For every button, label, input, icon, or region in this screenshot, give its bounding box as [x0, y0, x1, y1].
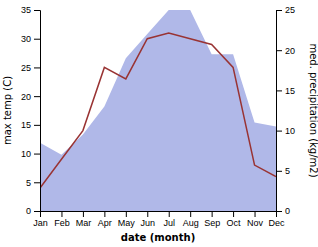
y2-axis-tick-label: 10 [285, 126, 295, 136]
y-axis-tick-label: 10 [21, 149, 31, 159]
y-axis-tick: 15 [21, 120, 40, 130]
x-axis-tick-label: Aug [183, 218, 199, 228]
x-axis-tick: Jul [163, 211, 175, 228]
x-axis-tick-label: Mar [76, 218, 92, 228]
x-axis-tick-label: Oct [227, 218, 242, 228]
y2-axis-tick: 10 [276, 126, 295, 136]
y2-axis-tick: 15 [276, 86, 295, 96]
y-axis-title: max temp (C) [2, 76, 13, 145]
y-axis-tick: 20 [21, 92, 40, 102]
y2-axis-tick-label: 15 [285, 86, 295, 96]
x-axis-tick: Jun [141, 211, 156, 228]
x-axis-tick-label: Jul [163, 218, 175, 228]
y-axis-tick: 30 [21, 34, 40, 44]
x-axis-tick: Apr [98, 211, 112, 228]
x-axis-tick-mark [255, 211, 256, 217]
y-axis-tick-label: 25 [21, 63, 31, 73]
y-axis-tick-label: 35 [21, 5, 31, 15]
y2-axis-tick-label: 20 [285, 46, 295, 56]
x-axis-tick-mark [169, 211, 170, 217]
y2-axis-tick-mark [276, 90, 282, 91]
y-axis-tick-mark [34, 39, 40, 40]
y2-axis: 0 5 10 15 20 25 [276, 5, 295, 216]
y-axis-tick-mark [34, 182, 40, 183]
y-axis-tick-mark [34, 67, 40, 68]
x-axis-tick: May [118, 211, 136, 228]
marks [40, 10, 276, 211]
y-axis-tick: 0 [26, 206, 40, 216]
y-axis-line [34, 11, 41, 212]
x-axis-line [41, 212, 277, 218]
temperature-line [40, 33, 276, 188]
y2-axis-tick-mark [276, 131, 282, 132]
y2-axis-tick-label: 25 [285, 5, 295, 15]
x-axis-tick-mark [147, 211, 148, 217]
x-axis-tick-label: Nov [247, 218, 264, 228]
plot: JanFebMarAprMayJunJulAugSepOctNovDec0510… [21, 5, 295, 228]
x-axis-tick-label: Apr [98, 218, 112, 228]
precipitation-area [40, 10, 276, 211]
x-axis-tick-label: Dec [268, 218, 285, 228]
x-axis-tick: Jan [33, 211, 48, 228]
x-axis-tick-mark [83, 211, 84, 217]
y-axis-tick: 35 [21, 5, 40, 15]
x-axis-tick: Feb [54, 211, 70, 228]
y-axis-tick: 10 [21, 149, 40, 159]
y2-axis-tick-mark [276, 50, 282, 51]
x-axis-tick: Oct [227, 211, 242, 228]
x-axis-tick: Dec [268, 211, 285, 228]
y-axis-tick-label: 5 [26, 178, 31, 188]
x-axis-tick-mark [212, 211, 213, 217]
y2-axis-tick: 25 [276, 5, 295, 15]
x-axis-tick: Nov [247, 211, 264, 228]
y2-axis-tick-label: 5 [285, 166, 290, 176]
x-axis-tick: Sep [204, 211, 220, 228]
y-axis-tick-mark [34, 96, 40, 97]
x-axis-tick-label: May [118, 218, 136, 228]
x-axis-tick-mark [233, 211, 234, 217]
y-axis-tick: 5 [26, 178, 40, 188]
y2-axis-tick-mark [276, 171, 282, 172]
x-axis-tick: Aug [183, 211, 199, 228]
y-axis-tick-mark [34, 125, 40, 126]
x-axis-tick-mark [190, 211, 191, 217]
y-axis-tick-label: 0 [26, 206, 31, 216]
x-axis-tick-label: Jun [141, 218, 156, 228]
y-axis-tick-mark [34, 10, 40, 11]
x-axis: Jan Feb Mar Apr May Jun Jul Aug Sep Oct Nov Dec [33, 211, 285, 228]
y-axis: 0 5 10 15 20 25 30 35 [21, 5, 41, 216]
x-axis-tick-mark [104, 211, 105, 217]
y2-axis-tick-label: 0 [285, 206, 290, 216]
y2-axis-tick-mark [276, 211, 282, 212]
x-axis-tick-mark [126, 211, 127, 217]
x-axis-title: date (month) [121, 232, 195, 243]
x-axis-tick-label: Feb [54, 218, 70, 228]
y2-axis-line [277, 11, 283, 212]
y2-axis-tick: 20 [276, 46, 295, 56]
x-axis-tick-label: Jan [33, 218, 48, 228]
y2-axis-tick-mark [276, 10, 282, 11]
x-axis-tick-label: Sep [204, 218, 220, 228]
y-axis-tick-label: 20 [21, 92, 31, 102]
y2-axis-tick: 0 [276, 206, 290, 216]
y-axis-tick-mark [34, 154, 40, 155]
y-axis-tick-label: 30 [21, 34, 31, 44]
x-axis-tick-mark [61, 211, 62, 217]
y-axis-tick: 25 [21, 63, 40, 73]
x-axis-tick: Mar [76, 211, 92, 228]
y2-axis-title: med. precipitation (kg/m2) [308, 43, 318, 177]
y2-axis-tick: 5 [276, 166, 290, 176]
chart: JanFebMarAprMayJunJulAugSepOctNovDec0510… [0, 0, 318, 247]
y-axis-tick-mark [34, 211, 40, 212]
y-axis-tick-label: 15 [21, 120, 31, 130]
